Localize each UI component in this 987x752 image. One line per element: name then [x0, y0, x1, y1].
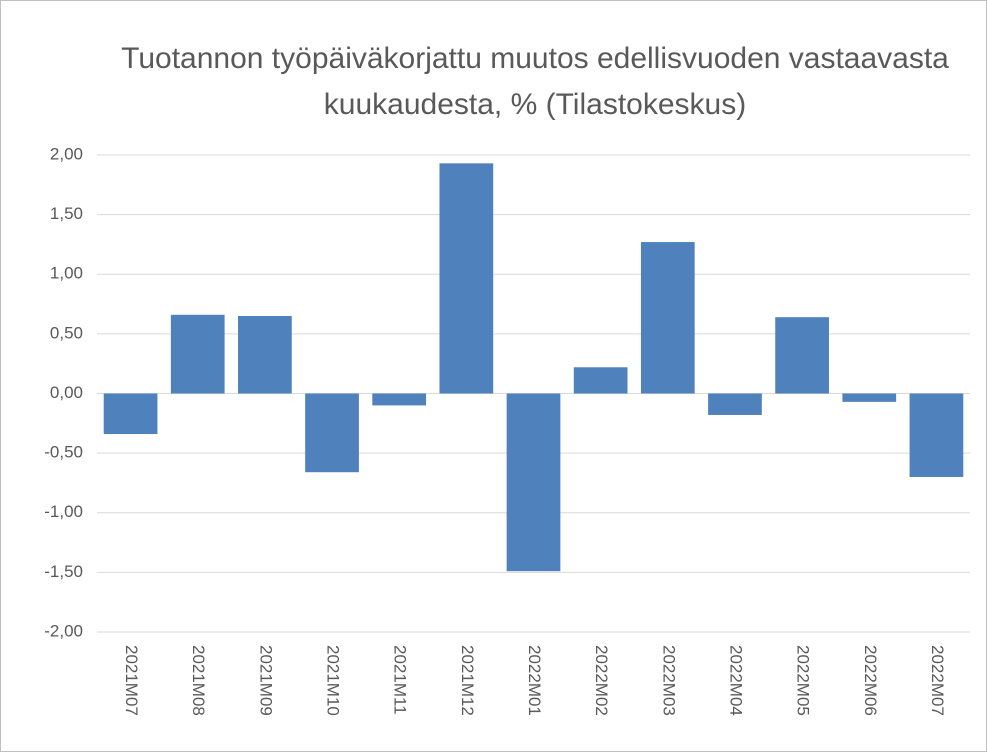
bar — [775, 317, 829, 394]
bar — [842, 393, 897, 402]
x-tick-label: 2021M07 — [122, 645, 141, 716]
bar — [439, 163, 494, 394]
x-tick-label: 2022M02 — [592, 645, 611, 716]
bar — [170, 314, 225, 394]
x-tick-label: 2021M10 — [324, 645, 343, 716]
x-tick-label: 2022M03 — [659, 645, 678, 716]
x-tick-label: 2021M12 — [458, 645, 477, 716]
y-tick-label: -1,50 — [44, 562, 83, 581]
y-tick-label: -0,50 — [44, 443, 83, 462]
bar — [372, 393, 427, 406]
x-tick-label: 2022M01 — [525, 645, 544, 716]
y-tick-label: -2,00 — [44, 621, 83, 640]
bar — [573, 367, 628, 394]
chart-title: Tuotannon työpäiväkorjattu muutos edelli… — [121, 42, 949, 121]
bar — [506, 393, 561, 572]
y-tick-label: 2,00 — [50, 144, 83, 163]
bar — [305, 393, 359, 473]
x-tick-label: 2022M05 — [794, 645, 813, 716]
bar — [909, 393, 964, 477]
y-tick-label: 1,00 — [50, 264, 83, 283]
bar — [103, 393, 158, 435]
x-tick-label: 2022M07 — [928, 645, 947, 716]
x-tick-label: 2022M04 — [726, 645, 745, 716]
bar — [238, 315, 292, 394]
y-tick-label: -1,00 — [44, 502, 83, 521]
x-tick-label: 2021M09 — [256, 645, 275, 716]
bar — [640, 242, 695, 394]
y-tick-label: 1,50 — [50, 204, 83, 223]
y-tick-label: 0,50 — [50, 323, 83, 342]
y-tick-label: 0,00 — [50, 383, 83, 402]
x-tick-label: 2021M11 — [391, 645, 410, 715]
x-tick-label: 2022M06 — [861, 645, 880, 716]
x-tick-label: 2021M08 — [189, 645, 208, 716]
bar — [708, 393, 762, 415]
